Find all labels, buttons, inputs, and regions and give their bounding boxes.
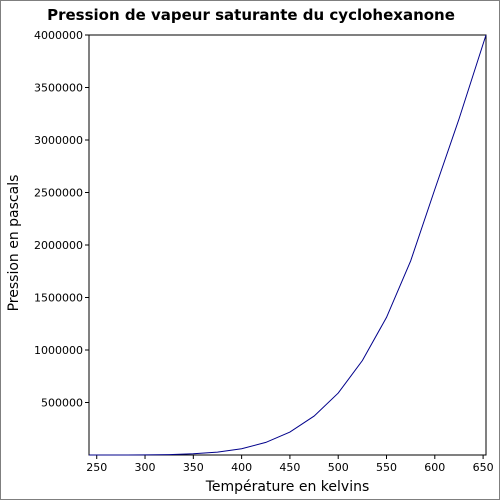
- y-tick-label: 2500000: [34, 187, 83, 200]
- y-tick-label: 4000000: [34, 29, 83, 42]
- x-tick-label: 450: [279, 461, 300, 474]
- x-tick-label: 250: [86, 461, 107, 474]
- y-tick-label: 1000000: [34, 344, 83, 357]
- y-axis-label: Pression en pascals: [6, 174, 22, 312]
- y-tick-label: 500000: [41, 397, 83, 410]
- x-tick-label: 500: [328, 461, 349, 474]
- x-tick-label: 350: [183, 461, 204, 474]
- x-tick-label: 650: [473, 461, 494, 474]
- chart-title: Pression de vapeur saturante du cyclohex…: [47, 6, 455, 24]
- y-tick-label: 3500000: [34, 82, 83, 95]
- series-line: [89, 34, 487, 456]
- y-tick-label: 3000000: [34, 134, 83, 147]
- x-axis-label: Température en kelvins: [205, 479, 370, 495]
- x-tick-label: 600: [424, 461, 445, 474]
- plot-frame: [88, 34, 487, 456]
- y-tick-label: 1500000: [34, 292, 83, 305]
- x-tick-label: 400: [231, 461, 252, 474]
- x-tick-label: 550: [376, 461, 397, 474]
- y-tick-label: 2000000: [34, 239, 83, 252]
- x-tick-label: 300: [135, 461, 156, 474]
